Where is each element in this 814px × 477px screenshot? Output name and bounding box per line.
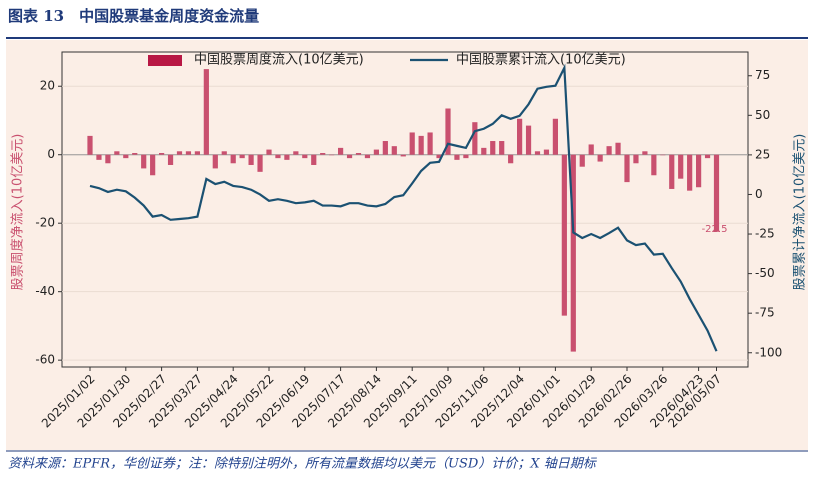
bar bbox=[132, 153, 138, 155]
bar bbox=[481, 147, 487, 155]
bar bbox=[445, 108, 451, 155]
bar bbox=[212, 154, 218, 169]
bar bbox=[552, 118, 558, 155]
bar bbox=[597, 154, 603, 162]
bar bbox=[364, 154, 371, 159]
bar bbox=[114, 151, 120, 155]
y-tick-label: -40 bbox=[35, 284, 55, 298]
bar bbox=[105, 154, 111, 164]
bar bbox=[230, 154, 236, 164]
bar bbox=[660, 154, 666, 156]
bar bbox=[409, 132, 415, 155]
bar bbox=[185, 151, 192, 155]
y-tick-label: -60 bbox=[35, 353, 55, 367]
bar bbox=[624, 154, 630, 183]
bar bbox=[454, 154, 460, 160]
bar bbox=[651, 154, 657, 176]
data-label: -22.5 bbox=[702, 224, 728, 235]
bar bbox=[284, 154, 290, 160]
y2-tick-label: -50 bbox=[755, 266, 775, 280]
bar bbox=[266, 149, 272, 155]
legend-label: 中国股票周度流入(10亿美元) bbox=[194, 52, 364, 68]
bar bbox=[203, 69, 209, 155]
chart-title: 图表 13 中国股票基金周度资金流量 bbox=[8, 7, 259, 25]
bar bbox=[311, 154, 317, 165]
y2-axis-label: 股票累计净流入(10亿美元) bbox=[793, 134, 808, 291]
bar bbox=[159, 153, 165, 155]
bar bbox=[141, 154, 147, 169]
bar bbox=[257, 154, 263, 172]
bar bbox=[508, 154, 514, 164]
y2-tick-label: 50 bbox=[755, 108, 770, 122]
y2-tick-label: 75 bbox=[755, 68, 770, 82]
bar bbox=[615, 142, 621, 155]
bar bbox=[687, 154, 693, 191]
y-tick-label: 0 bbox=[47, 147, 55, 161]
bar bbox=[176, 151, 183, 155]
bar bbox=[123, 154, 129, 159]
bar bbox=[167, 154, 174, 165]
bar bbox=[338, 147, 344, 155]
bar bbox=[221, 151, 227, 155]
bar bbox=[248, 154, 254, 165]
bar bbox=[669, 154, 675, 189]
bar bbox=[391, 146, 397, 155]
bar bbox=[302, 154, 308, 159]
y2-tick-label: 25 bbox=[755, 147, 770, 161]
bar bbox=[329, 154, 335, 156]
bar bbox=[355, 153, 362, 155]
bar bbox=[427, 132, 433, 155]
bar bbox=[382, 141, 388, 155]
bar bbox=[633, 154, 639, 164]
bar bbox=[418, 135, 424, 155]
bar bbox=[525, 125, 532, 155]
legend-label: 中国股票累计流入(10亿美元) bbox=[456, 53, 626, 68]
bar bbox=[194, 151, 200, 155]
bar bbox=[346, 154, 353, 159]
bar bbox=[320, 153, 326, 155]
bar bbox=[239, 154, 245, 159]
source-note: 资料来源：EPFR，华创证券；注：除特别注明外，所有流量数据均以美元（USD）计… bbox=[8, 456, 598, 472]
bar bbox=[499, 141, 505, 155]
bar bbox=[606, 146, 612, 155]
bar bbox=[696, 154, 702, 188]
bar bbox=[150, 154, 156, 176]
bar bbox=[472, 122, 478, 155]
chart-background bbox=[6, 40, 808, 450]
bar bbox=[490, 141, 496, 155]
bar bbox=[543, 149, 550, 155]
bar bbox=[463, 154, 469, 159]
y2-tick-label: -100 bbox=[755, 345, 782, 359]
y-tick-label: -20 bbox=[35, 216, 55, 230]
y2-tick-label: -25 bbox=[755, 227, 775, 241]
bar bbox=[436, 154, 442, 159]
y2-tick-label: -75 bbox=[755, 306, 775, 320]
legend-swatch bbox=[148, 55, 182, 66]
plot-frame bbox=[61, 51, 749, 368]
bar bbox=[400, 154, 406, 157]
bar bbox=[579, 154, 585, 167]
bar bbox=[678, 154, 684, 179]
bar bbox=[517, 118, 523, 155]
bar bbox=[293, 151, 299, 155]
bar bbox=[704, 154, 711, 159]
bar bbox=[642, 151, 648, 155]
bar bbox=[588, 144, 594, 155]
bar bbox=[275, 154, 281, 159]
bar bbox=[713, 154, 720, 232]
bar bbox=[561, 154, 567, 316]
bar bbox=[96, 154, 102, 160]
y2-tick-label: 0 bbox=[755, 187, 763, 201]
y-axis-label: 股票周度净流入(10亿美元) bbox=[10, 134, 26, 291]
bar bbox=[373, 149, 379, 155]
line bbox=[89, 63, 718, 352]
bar bbox=[534, 151, 541, 155]
y-tick-label: 20 bbox=[40, 79, 55, 93]
bar bbox=[570, 154, 576, 352]
bar bbox=[87, 135, 93, 155]
